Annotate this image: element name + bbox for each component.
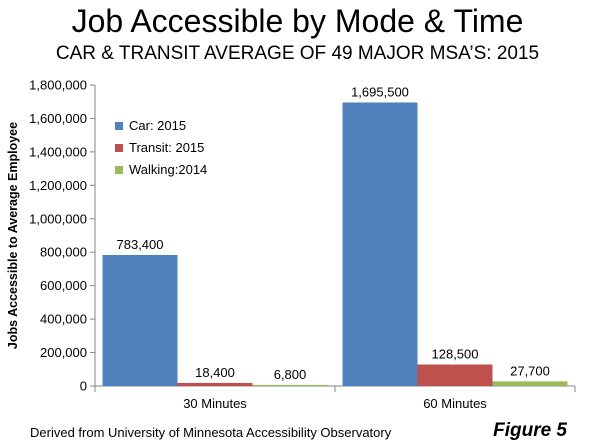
- chart-area: 0 200,000 400,000 600,000 800,000 1,000,000 1,…: [0, 70, 595, 420]
- y-tick-label: 800,000: [40, 245, 87, 260]
- chart-subtitle: CAR & TRANSIT AVERAGE OF 49 MAJOR MSA’S:…: [55, 43, 540, 64]
- x-category-label: 60 Minutes: [423, 396, 487, 411]
- bar-chart: 0 200,000 400,000 600,000 800,000 1,000,000 1,…: [6, 78, 576, 411]
- bar-walking-2014: [252, 384, 328, 386]
- y-tick-label: 1,800,000: [29, 78, 87, 93]
- data-label: 1,695,500: [351, 84, 409, 99]
- data-label: 6,800: [274, 367, 307, 382]
- bar-walking-2014: [492, 381, 568, 386]
- y-axis-title: Jobs Accessible to Average Employee: [6, 122, 20, 349]
- y-tick-label: 0: [80, 379, 87, 394]
- data-label: 128,500: [432, 347, 479, 362]
- y-tick-label: 1,400,000: [29, 144, 87, 159]
- legend-swatch: [115, 144, 123, 152]
- data-label: 27,700: [510, 363, 550, 378]
- bar-car-2015: [342, 102, 418, 386]
- y-tick-label: 600,000: [40, 278, 87, 293]
- y-tick-label: 1,200,000: [29, 178, 87, 193]
- legend-swatch: [115, 122, 123, 130]
- legend-label: Car: 2015: [129, 118, 186, 133]
- bar-car-2015: [102, 254, 178, 386]
- legend-label: Walking:2014: [129, 162, 207, 177]
- source-note: Derived from University of Minnesota Acc…: [30, 425, 392, 440]
- data-label: 18,400: [195, 365, 235, 380]
- bar-transit-2015: [417, 364, 493, 386]
- bar-transit-2015: [177, 382, 253, 386]
- y-tick-label: 200,000: [40, 345, 87, 360]
- chart-title: Job Accessible by Mode & Time: [71, 3, 524, 39]
- y-tick-label: 1,600,000: [29, 111, 87, 126]
- y-tick-label: 1,000,000: [29, 211, 87, 226]
- x-category-label: 30 Minutes: [183, 396, 247, 411]
- legend-label: Transit: 2015: [129, 140, 204, 155]
- figure-label: Figure 5: [493, 420, 567, 441]
- y-tick-label: 400,000: [40, 312, 87, 327]
- data-label: 783,400: [117, 237, 164, 252]
- legend-swatch: [115, 166, 123, 174]
